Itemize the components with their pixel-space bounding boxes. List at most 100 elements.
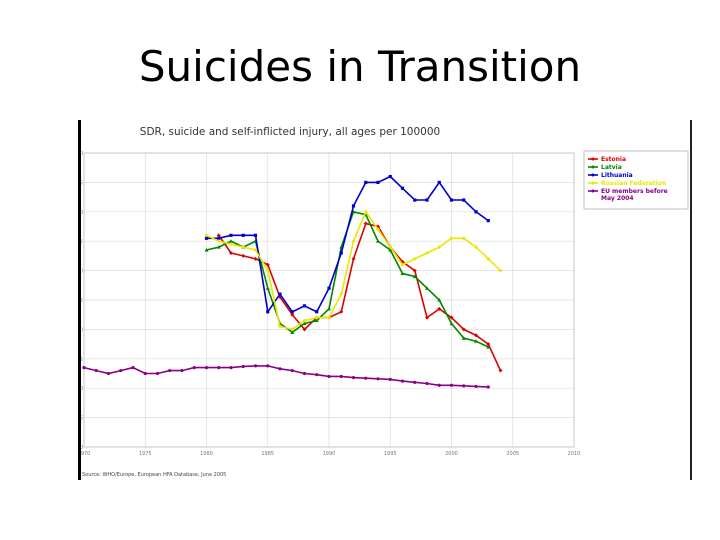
data-point bbox=[388, 245, 393, 250]
data-point bbox=[376, 377, 380, 381]
data-point bbox=[425, 381, 429, 386]
x-tick-label: 2005 bbox=[506, 451, 519, 457]
data-point bbox=[449, 198, 454, 202]
data-point bbox=[498, 368, 503, 373]
data-point bbox=[290, 327, 295, 332]
legend-label: EU members before May 2004 bbox=[601, 188, 668, 202]
data-point bbox=[155, 371, 160, 376]
data-point bbox=[253, 248, 258, 253]
data-point bbox=[241, 245, 246, 250]
data-point bbox=[278, 367, 282, 371]
x-tick-label: 2000 bbox=[445, 451, 458, 457]
data-point bbox=[474, 210, 478, 214]
data-point bbox=[413, 380, 417, 384]
data-point bbox=[327, 315, 331, 320]
data-point bbox=[266, 310, 270, 314]
chart-right-border bbox=[690, 120, 692, 480]
data-point bbox=[229, 250, 233, 255]
y-tick-label: 5 bbox=[80, 416, 83, 422]
data-point bbox=[364, 180, 368, 184]
data-point bbox=[376, 180, 380, 184]
data-point bbox=[192, 366, 196, 370]
data-point bbox=[253, 364, 258, 368]
data-point bbox=[253, 256, 258, 261]
data-point bbox=[486, 345, 491, 349]
data-point bbox=[474, 384, 478, 389]
data-point bbox=[180, 368, 184, 373]
data-point bbox=[302, 321, 307, 326]
x-tick-label: 2010 bbox=[568, 451, 581, 457]
data-point bbox=[106, 371, 111, 376]
data-point bbox=[82, 366, 86, 370]
data-point bbox=[461, 236, 466, 241]
x-tick-label: 1970 bbox=[78, 451, 90, 457]
data-point bbox=[131, 366, 135, 370]
data-point bbox=[314, 315, 319, 320]
data-point bbox=[400, 379, 405, 383]
data-point bbox=[400, 262, 405, 267]
data-point bbox=[253, 233, 258, 237]
plot-frame bbox=[83, 152, 575, 448]
data-point bbox=[266, 364, 270, 368]
data-point bbox=[437, 306, 442, 311]
data-point bbox=[400, 186, 405, 190]
data-point bbox=[339, 309, 344, 314]
legend-label: Lithuania bbox=[601, 172, 633, 179]
data-point bbox=[265, 268, 270, 273]
data-point bbox=[315, 373, 319, 377]
data-point bbox=[204, 236, 209, 240]
legend-marker bbox=[591, 173, 595, 177]
data-point bbox=[388, 174, 392, 179]
data-point bbox=[241, 364, 245, 369]
data-point bbox=[229, 233, 233, 237]
data-point bbox=[216, 245, 221, 249]
data-point bbox=[425, 286, 429, 290]
data-point bbox=[462, 384, 466, 388]
data-point bbox=[425, 250, 429, 255]
data-point bbox=[486, 219, 490, 223]
legend-marker bbox=[591, 165, 595, 169]
data-point bbox=[217, 366, 221, 370]
legend-marker bbox=[591, 189, 595, 193]
data-point bbox=[217, 236, 221, 240]
data-point bbox=[143, 371, 147, 376]
data-point bbox=[363, 209, 368, 214]
x-tick-label: 1980 bbox=[200, 451, 213, 457]
data-point bbox=[474, 245, 478, 250]
data-point bbox=[315, 310, 319, 314]
data-point bbox=[400, 271, 405, 276]
data-point bbox=[413, 198, 417, 202]
data-point bbox=[449, 236, 454, 241]
data-point bbox=[339, 374, 343, 379]
x-tick-label: 1995 bbox=[384, 451, 397, 457]
chart-grid bbox=[83, 152, 575, 448]
data-point bbox=[339, 292, 344, 297]
data-point bbox=[290, 330, 295, 334]
data-point bbox=[474, 333, 478, 338]
data-point bbox=[229, 242, 233, 247]
data-point bbox=[265, 286, 270, 290]
data-point bbox=[412, 256, 417, 261]
data-point bbox=[204, 366, 209, 370]
data-point bbox=[302, 327, 307, 332]
data-point bbox=[290, 312, 295, 317]
data-point bbox=[229, 366, 233, 370]
data-point bbox=[437, 245, 442, 250]
data-point bbox=[302, 304, 307, 308]
data-point bbox=[486, 385, 490, 389]
data-point bbox=[290, 310, 294, 314]
data-point bbox=[437, 180, 441, 184]
slide-title: Suicides in Transition bbox=[138, 42, 582, 91]
legend-marker bbox=[591, 181, 595, 185]
data-point bbox=[351, 256, 356, 261]
data-point bbox=[278, 292, 282, 296]
data-point bbox=[461, 327, 466, 332]
data-point bbox=[461, 336, 466, 340]
data-point bbox=[486, 342, 491, 347]
data-point bbox=[204, 233, 209, 238]
data-point bbox=[462, 198, 466, 202]
legend-label: Estonia bbox=[601, 156, 626, 163]
x-tick-label: 1975 bbox=[139, 451, 152, 457]
data-point bbox=[388, 248, 393, 252]
